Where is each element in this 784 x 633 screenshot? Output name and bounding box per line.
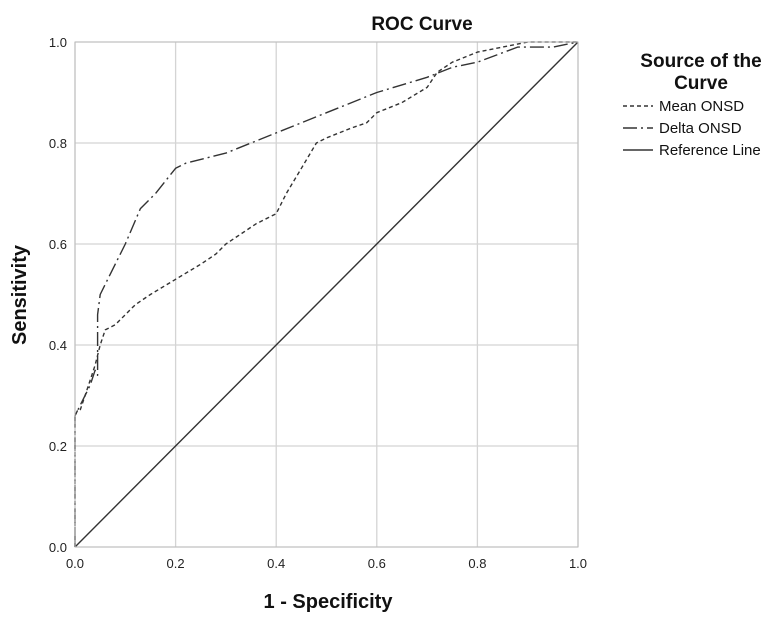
y-tick-label: 0.8	[49, 136, 67, 151]
chart-title: ROC Curve	[371, 14, 472, 35]
legend-label-delta-onsd: Delta ONSD	[659, 120, 742, 137]
y-tick-label: 0.6	[49, 237, 67, 252]
tick-labels: 0.0 0.2 0.4 0.6 0.8 1.0 0.0 0.2 0.4 0.6 0.8 1.0	[49, 35, 587, 571]
x-tick-label: 0.8	[468, 556, 486, 571]
legend-label-mean-onsd: Mean ONSD	[659, 98, 744, 115]
y-tick-label: 1.0	[49, 35, 67, 50]
x-tick-label: 0.4	[267, 556, 285, 571]
x-tick-label: 1.0	[569, 556, 587, 571]
legend-title-line2: Curve	[674, 73, 728, 94]
x-axis-title: 1 - Specificity	[264, 591, 394, 613]
legend-title-line1: Source of the	[640, 51, 761, 72]
y-axis-title: Sensitivity	[9, 244, 31, 345]
y-tick-label: 0.0	[49, 540, 67, 555]
legend-label-reference-line: Reference Line	[659, 142, 761, 159]
series-line-reference-line	[74, 41, 579, 548]
plot-frame	[74, 41, 579, 548]
y-tick-label: 0.4	[49, 338, 67, 353]
series-line-delta-onsd	[74, 41, 579, 547]
x-tick-label: 0.0	[66, 556, 84, 571]
plot-series	[74, 41, 579, 548]
y-tick-label: 0.2	[49, 439, 67, 454]
x-tick-label: 0.2	[167, 556, 185, 571]
series-line-mean-onsd	[74, 41, 578, 547]
legend: Source of the Curve Mean ONSD Delta ONSD R…	[623, 51, 762, 159]
x-tick-label: 0.6	[368, 556, 386, 571]
